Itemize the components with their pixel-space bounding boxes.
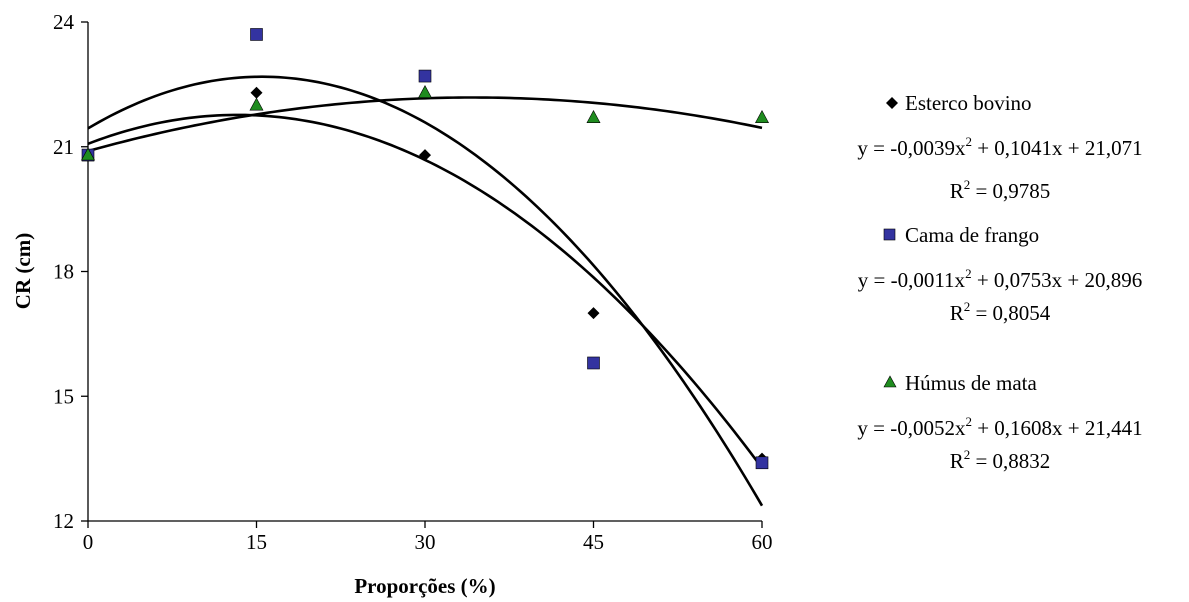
data-points — [80, 28, 770, 470]
equation-part: y = -0,0052x — [857, 416, 966, 440]
point-triangle — [80, 147, 96, 161]
trendline — [87, 75, 764, 507]
r2-value: = 0,8054 — [970, 301, 1051, 325]
r2-value: = 0,8832 — [970, 449, 1050, 473]
point-triangle — [417, 85, 433, 98]
trendline — [87, 113, 764, 469]
trendlines — [87, 75, 764, 507]
y-tick-label: 24 — [53, 10, 75, 34]
x-tick-label: 30 — [415, 530, 436, 554]
point-triangle — [249, 97, 264, 111]
x-tick-label: 0 — [83, 530, 94, 554]
r2-superscript: 2 — [964, 299, 971, 314]
equation-part: y = -0,0039x — [857, 136, 966, 160]
equation-superscript: 2 — [965, 414, 972, 429]
legend-equation: y = -0,0011x2 + 0,0753x + 20,896 — [858, 266, 1143, 292]
equation-part: + 0,1608x + 21,441 — [972, 416, 1143, 440]
legend-equation: y = -0,0039x2 + 0,1041x + 21,071 — [857, 134, 1142, 160]
legend-r2: R2 = 0,8832 — [950, 447, 1051, 473]
r2-label: R — [950, 179, 964, 203]
legend-label: Cama de frango — [905, 223, 1039, 247]
equation-superscript: 2 — [965, 266, 972, 281]
x-axis-title: Proporções (%) — [354, 574, 495, 598]
x-tick-label: 45 — [583, 530, 604, 554]
y-tick-label: 15 — [53, 384, 74, 408]
legend-marker-triangle — [883, 375, 897, 388]
r2-superscript: 2 — [964, 177, 971, 192]
r2-value: = 0,9785 — [970, 179, 1050, 203]
point-square — [587, 356, 600, 370]
legend-r2: R2 = 0,9785 — [950, 177, 1051, 203]
x-tick-label: 15 — [246, 530, 267, 554]
x-tick-label: 60 — [752, 530, 773, 554]
legend-r2: R2 = 0,8054 — [950, 299, 1051, 325]
y-axis-title: CR (cm) — [11, 233, 35, 309]
point-square — [250, 28, 263, 41]
r2-label: R — [950, 449, 964, 473]
equation-part: y = -0,0011x — [858, 268, 966, 292]
x-ticks: 0 15 30 45 60 — [83, 521, 773, 554]
y-tick-label: 12 — [53, 509, 74, 533]
legend: Esterco bovino y = -0,0039x2 + 0,1041x +… — [857, 91, 1142, 473]
r2-superscript: 2 — [964, 447, 971, 462]
point-square — [755, 456, 769, 470]
legend-equation: y = -0,0052x2 + 0,1608x + 21,441 — [857, 414, 1142, 440]
y-ticks: 12 15 18 21 24 — [53, 10, 88, 533]
y-tick-label: 21 — [53, 135, 74, 159]
point-diamond — [419, 149, 431, 162]
point-square — [418, 69, 432, 83]
point-diamond — [587, 307, 600, 320]
equation-part: + 0,0753x + 20,896 — [972, 268, 1143, 292]
legend-entry-esterco-bovino: Esterco bovino y = -0,0039x2 + 0,1041x +… — [857, 91, 1142, 203]
point-diamond — [250, 86, 263, 99]
y-tick-label: 18 — [53, 260, 74, 284]
legend-label: Esterco bovino — [905, 91, 1032, 115]
legend-marker-square — [883, 228, 896, 241]
equation-part: + 0,1041x + 21,071 — [972, 136, 1143, 160]
point-triangle — [754, 110, 770, 123]
point-triangle — [586, 110, 601, 123]
legend-marker-diamond — [886, 97, 898, 109]
legend-entry-humus-de-mata: Húmus de mata y = -0,0052x2 + 0,1608x + … — [857, 371, 1142, 473]
trendline — [87, 96, 763, 153]
legend-entry-cama-de-frango: Cama de frango y = -0,0011x2 + 0,0753x +… — [858, 223, 1143, 325]
equation-superscript: 2 — [965, 134, 972, 149]
r2-label: R — [950, 301, 964, 325]
legend-label: Húmus de mata — [905, 371, 1037, 395]
